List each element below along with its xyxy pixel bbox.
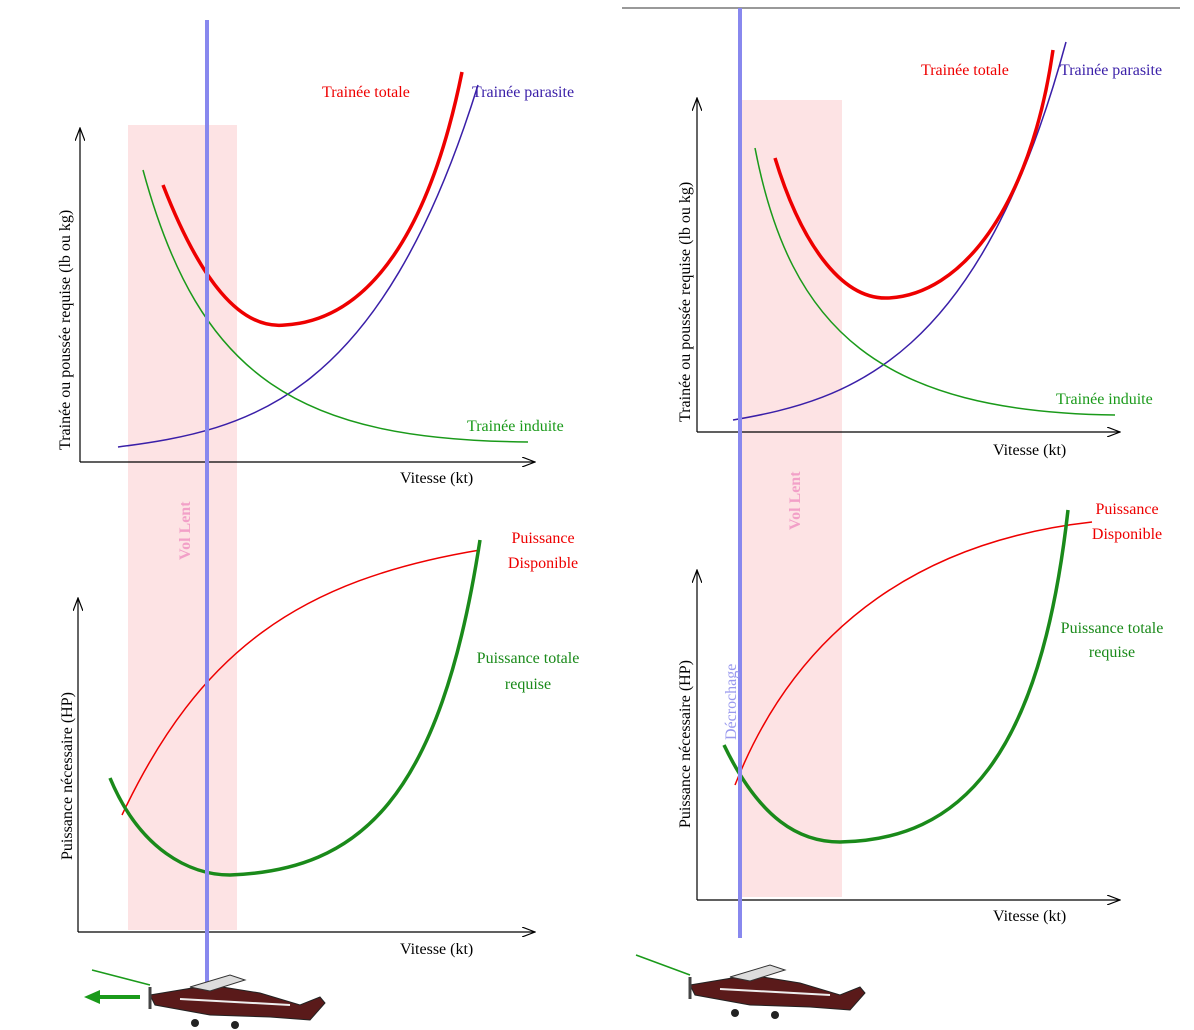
label: Trainée induite: [1056, 391, 1153, 408]
label: Puissance totale requise: [1061, 620, 1164, 661]
zone-label: Vol Lent: [787, 471, 804, 530]
induced-curve: [142, 169, 529, 443]
airflow: [635, 954, 691, 976]
x-axis-label: Vitesse (kt): [400, 941, 473, 958]
available-curve: [734, 521, 1093, 786]
airplane: [148, 973, 327, 1030]
speed-line: [205, 20, 209, 990]
airplane: [688, 963, 867, 1021]
zone-label: Vol Lent: [177, 501, 194, 560]
airflow: [91, 969, 151, 986]
slow-flight-zone: [128, 125, 237, 930]
required-curve: [108, 539, 482, 877]
x-axis-label: Vitesse (kt): [993, 908, 1066, 925]
total-drag-curve: [161, 71, 464, 328]
x-axis-label: Vitesse (kt): [400, 470, 473, 487]
y-axis-label: Puissance nécessaire (HP): [59, 692, 76, 860]
label: Puissance Disponible: [508, 530, 578, 572]
y-axis-label: Trainée ou poussée requise (lb ou kg): [57, 210, 74, 450]
label: Puissance totale requise: [477, 650, 580, 693]
parasite-curve: [117, 84, 479, 448]
y-axis-label: Trainée ou poussée requise (lb ou kg): [677, 182, 694, 422]
label: Trainée totale: [322, 84, 410, 101]
total-drag-curve: [773, 49, 1055, 300]
label: Trainée induite: [467, 418, 564, 435]
right-panel: Vol Lent Trainée totale Trainée parasite…: [622, 7, 1180, 1021]
label: Puissance Disponible: [1092, 501, 1162, 543]
induced-curve: [754, 147, 1116, 416]
required-curve: [722, 509, 1070, 844]
stall-line: [738, 8, 742, 938]
y-axis-label: Puissance nécessaire (HP): [677, 660, 694, 828]
stall-label: Décrochage: [723, 664, 740, 740]
available-curve: [121, 549, 481, 816]
left-panel: Vol Lent Trainée totale Trainée parasite…: [57, 20, 580, 1030]
x-axis-label: Vitesse (kt): [993, 442, 1066, 459]
label: Trainée totale: [921, 62, 1009, 79]
slow-flight-zone: [742, 100, 842, 897]
direction-arrow-head: [84, 990, 100, 1004]
label: Trainée parasite: [1060, 62, 1162, 79]
label: Trainée parasite: [472, 84, 574, 101]
